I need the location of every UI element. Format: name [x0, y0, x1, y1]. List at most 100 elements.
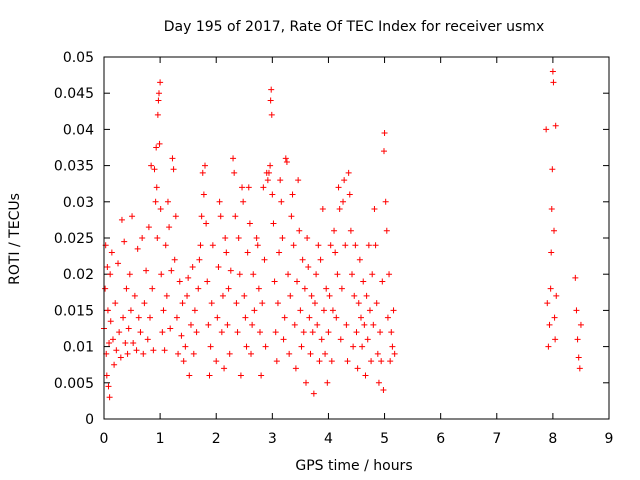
- data-point: [574, 336, 581, 343]
- data-point: [283, 158, 290, 165]
- data-point: [113, 347, 120, 354]
- data-point: [543, 126, 550, 133]
- data-point: [224, 321, 231, 328]
- data-point: [112, 300, 119, 307]
- data-point: [227, 267, 234, 274]
- y-tick-label: 0: [85, 412, 94, 428]
- data-point: [380, 387, 387, 394]
- data-point: [197, 242, 204, 249]
- data-point: [353, 329, 360, 336]
- y-tick-label: 0.025: [54, 231, 94, 247]
- data-point: [363, 292, 370, 299]
- data-point: [125, 325, 132, 332]
- data-point: [267, 162, 274, 169]
- data-point: [205, 321, 212, 328]
- data-point: [324, 379, 331, 386]
- data-point: [298, 343, 305, 350]
- data-point: [294, 278, 301, 285]
- data-point: [281, 314, 288, 321]
- x-tick-label: 1: [156, 431, 165, 447]
- data-point: [355, 300, 362, 307]
- data-point: [176, 278, 183, 285]
- data-point: [378, 358, 385, 365]
- data-point: [126, 271, 133, 278]
- data-point: [244, 249, 251, 256]
- data-point: [106, 394, 113, 401]
- data-point: [362, 372, 369, 379]
- data-point: [357, 314, 364, 321]
- data-point: [223, 249, 230, 256]
- data-point: [549, 166, 556, 173]
- data-point: [131, 292, 138, 299]
- data-point: [341, 177, 348, 184]
- data-point: [290, 242, 297, 249]
- data-point: [182, 343, 189, 350]
- data-point: [377, 329, 384, 336]
- data-point: [278, 198, 285, 205]
- data-point: [259, 300, 266, 307]
- data-point: [383, 227, 390, 234]
- data-point: [575, 354, 582, 361]
- data-point: [361, 321, 368, 328]
- data-point: [292, 365, 299, 372]
- data-point: [156, 140, 163, 147]
- data-point: [332, 249, 339, 256]
- data-point: [145, 224, 152, 231]
- data-point: [133, 347, 140, 354]
- data-point: [150, 347, 157, 354]
- data-point: [340, 198, 347, 205]
- data-point: [219, 292, 226, 299]
- x-axis-label: GPS time / hours: [295, 458, 412, 474]
- data-point: [108, 249, 115, 256]
- data-point: [300, 329, 307, 336]
- y-tick-label: 0.005: [54, 376, 94, 392]
- data-point: [372, 242, 379, 249]
- data-point: [105, 383, 112, 390]
- data-point: [104, 307, 111, 314]
- x-tick-label: 6: [436, 431, 445, 447]
- data-point: [277, 177, 284, 184]
- data-point: [299, 256, 306, 263]
- data-point: [107, 271, 114, 278]
- data-point: [144, 336, 151, 343]
- data-point: [253, 235, 260, 241]
- data-point: [547, 285, 554, 292]
- data-point: [304, 235, 311, 241]
- data-point: [548, 249, 555, 256]
- chart-title: Day 195 of 2017, Rate Of TEC Index for r…: [164, 19, 544, 35]
- data-points: [101, 68, 584, 401]
- data-point: [350, 343, 357, 350]
- data-point: [268, 111, 275, 118]
- data-point: [160, 307, 167, 314]
- data-point: [382, 198, 389, 205]
- data-point: [189, 263, 196, 270]
- y-tick-label: 0.03: [63, 195, 94, 211]
- data-point: [280, 336, 287, 343]
- data-point: [371, 206, 378, 213]
- data-point: [193, 329, 200, 336]
- data-point: [577, 321, 584, 328]
- data-point: [314, 321, 321, 328]
- data-point: [308, 292, 315, 299]
- data-point: [262, 343, 269, 350]
- data-point: [296, 227, 303, 234]
- data-point: [551, 314, 558, 321]
- data-point: [334, 271, 341, 278]
- data-point: [171, 256, 178, 263]
- data-point: [349, 271, 356, 278]
- data-point: [175, 350, 182, 357]
- x-tick-label: 0: [100, 431, 109, 447]
- data-point: [337, 336, 344, 343]
- data-point: [297, 307, 304, 314]
- data-point: [338, 285, 345, 292]
- data-point: [354, 365, 361, 372]
- data-point: [154, 235, 161, 241]
- data-point: [196, 256, 203, 263]
- data-point: [235, 235, 242, 241]
- data-point: [544, 300, 551, 307]
- data-point: [178, 332, 185, 339]
- data-point: [135, 314, 142, 321]
- data-point: [549, 68, 556, 75]
- data-point: [369, 271, 376, 278]
- y-tick-label: 0.05: [63, 50, 94, 66]
